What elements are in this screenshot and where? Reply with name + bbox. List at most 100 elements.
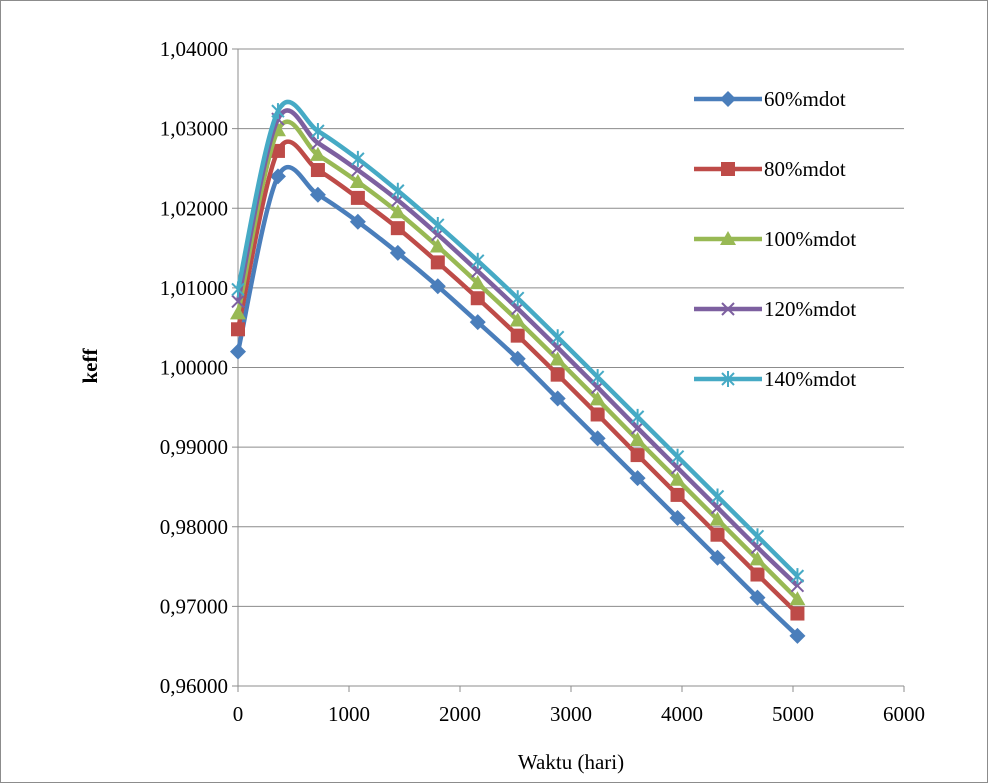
y-tick-label: 0,97000	[160, 594, 228, 618]
data-point	[630, 448, 645, 463]
data-series	[230, 100, 806, 644]
data-point	[389, 204, 406, 219]
y-axis-title: keff	[78, 348, 102, 384]
data-point	[749, 551, 766, 566]
series-line	[235, 119, 800, 601]
y-tick-label: 1,02000	[160, 196, 228, 220]
legend-label: 80%mdot	[764, 157, 846, 181]
data-point	[351, 163, 365, 177]
legend-item: 100%mdot	[694, 227, 856, 251]
data-point	[750, 528, 765, 545]
y-tick-label: 0,96000	[160, 674, 228, 698]
data-point	[670, 448, 685, 465]
legend-marker	[721, 302, 735, 316]
legend-label: 120%mdot	[764, 297, 856, 321]
data-point	[230, 343, 246, 360]
data-point	[430, 255, 445, 270]
x-tick-label: 4000	[661, 702, 703, 726]
data-point	[790, 578, 805, 593]
data-point	[351, 150, 365, 167]
data-point	[511, 290, 525, 307]
data-point	[790, 606, 805, 621]
series-80-mdot	[231, 139, 805, 621]
x-tick-label: 1000	[328, 702, 370, 726]
data-point	[590, 369, 605, 386]
data-point	[510, 328, 525, 343]
y-tick-label: 1,00000	[160, 356, 228, 380]
legend-marker	[721, 162, 735, 176]
data-point	[750, 567, 765, 582]
legend-label: 140%mdot	[764, 367, 856, 391]
series-line	[235, 165, 799, 638]
data-point	[391, 182, 405, 199]
data-point	[231, 322, 245, 337]
data-point	[709, 511, 726, 526]
legend: 60%mdot 80%mdot 100%mdot 120%mdot 140%mdot	[694, 87, 856, 391]
data-point	[549, 390, 566, 407]
data-point	[311, 123, 325, 140]
data-point	[270, 143, 285, 158]
series-line	[235, 108, 799, 588]
data-point	[509, 312, 526, 327]
data-point	[669, 471, 686, 486]
data-point	[231, 294, 245, 309]
data-point	[349, 173, 366, 188]
legend-marker	[720, 91, 736, 107]
x-axis-title: Waktu (hari)	[518, 750, 624, 774]
y-tick-label: 1,04000	[160, 37, 228, 61]
series-140-mdot	[231, 100, 805, 585]
series-120-mdot	[231, 108, 805, 593]
data-point	[469, 275, 486, 290]
tick-labels: 0,96000 0,97000 0,98000 0,99000 1,00000 1,010…	[160, 37, 925, 726]
series-line	[235, 100, 800, 578]
legend-item: 60%mdot	[694, 87, 846, 111]
legend-item: 80%mdot	[694, 157, 846, 181]
y-tick-label: 1,03000	[160, 117, 228, 141]
x-tick-label: 5000	[772, 702, 814, 726]
data-point	[390, 221, 405, 236]
data-point	[429, 238, 446, 253]
data-point	[710, 488, 725, 505]
legend-marker	[720, 231, 736, 245]
legend-label: 60%mdot	[764, 87, 846, 111]
data-point	[589, 391, 606, 406]
data-point	[429, 278, 446, 295]
data-point	[471, 252, 485, 269]
data-point	[231, 281, 245, 298]
data-point	[789, 591, 806, 606]
data-point	[550, 367, 565, 382]
y-tick-label: 0,98000	[160, 515, 228, 539]
legend-label: 100%mdot	[764, 227, 856, 251]
data-point	[349, 213, 366, 230]
y-tick-label: 0,99000	[160, 435, 228, 459]
data-point	[589, 430, 606, 447]
y-tick-label: 1,01000	[160, 276, 228, 300]
data-point	[389, 244, 406, 261]
data-point	[790, 568, 805, 585]
series-line	[235, 139, 800, 616]
data-point	[431, 216, 445, 233]
axes	[232, 48, 905, 692]
data-point	[269, 168, 286, 185]
x-tick-label: 6000	[883, 702, 925, 726]
data-point	[509, 350, 526, 367]
x-tick-label: 3000	[550, 702, 592, 726]
data-point	[710, 527, 725, 542]
data-point	[550, 329, 565, 346]
data-point	[629, 470, 646, 487]
legend-item: 140%mdot	[694, 367, 856, 391]
data-point	[230, 305, 246, 320]
legend-marker	[721, 371, 735, 387]
series-100-mdot	[230, 119, 806, 606]
data-point	[469, 314, 486, 331]
data-point	[271, 103, 285, 120]
data-point	[669, 509, 686, 526]
grid-lines	[238, 48, 904, 687]
data-point	[749, 589, 766, 606]
data-point	[630, 408, 645, 425]
x-tick-label: 2000	[439, 702, 481, 726]
data-point	[470, 291, 485, 306]
legend-item: 120%mdot	[694, 297, 856, 321]
